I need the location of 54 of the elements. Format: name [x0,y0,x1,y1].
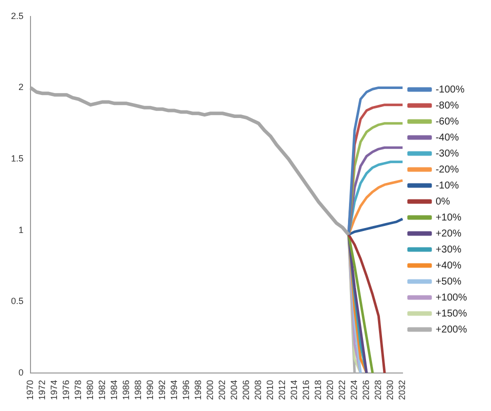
x-tick-label: 1982 [97,380,108,400]
x-tick-label: 2000 [205,380,216,400]
x-tick-label: 1978 [73,380,84,400]
legend-label: +40% [436,260,462,272]
y-tick-label: 0 [18,367,24,378]
x-tick-label: 1998 [193,380,204,400]
legend-label: -60% [436,116,460,128]
legend-label: +50% [436,276,462,288]
legend-label: +150% [436,308,468,320]
x-tick-label: 2012 [277,380,288,400]
legend-label: -10% [436,180,460,192]
x-tick-label: 2004 [229,380,240,400]
x-tick-label: 2026 [361,380,372,400]
legend-label: 0% [436,196,450,208]
x-tick-label: 1996 [181,380,192,400]
y-tick-label: 2.5 [10,10,24,21]
x-tick-label: 2028 [373,380,384,400]
y-tick-label: 1.5 [10,154,24,164]
x-tick-label: 2020 [325,380,336,400]
legend-label: -80% [436,100,460,112]
x-tick-label: 2006 [241,380,252,400]
x-tick-label: 2024 [349,380,360,400]
x-tick-label: 2014 [289,380,300,400]
x-tick-label: 1970 [24,380,35,400]
x-tick-label: 2022 [337,380,348,400]
x-tick-label: 1980 [85,380,96,400]
x-tick-label: 2030 [385,380,396,400]
x-tick-label: 1994 [169,380,180,400]
x-tick-label: 2032 [397,380,408,400]
legend-label: -40% [436,132,460,144]
y-tick-label: 2 [18,82,24,92]
x-tick-label: 1986 [121,380,132,400]
x-tick-label: 1992 [157,380,168,400]
x-tick-label: 1990 [145,380,156,400]
x-tick-label: 2018 [313,380,324,400]
x-tick-label: 1988 [133,380,144,400]
x-tick-label: 1976 [61,380,72,400]
x-tick-label: 2002 [217,380,228,400]
x-tick-label: 2010 [265,380,276,400]
y-tick-label: 0.5 [10,296,24,306]
legend-label: +30% [436,244,462,256]
y-tick-label: 1 [18,224,24,235]
legend-label: +100% [436,292,468,304]
x-tick-label: 1974 [49,380,59,400]
legend-label: -30% [436,148,460,160]
x-tick-label: 1972 [37,380,47,400]
x-tick-label: 2008 [253,380,264,400]
legend-label: +200% [436,324,468,336]
legend-label: +10% [436,212,462,224]
x-tick-label: 2016 [301,380,312,400]
legend-label: +20% [436,228,462,240]
x-tick-label: 1984 [109,380,120,400]
legend-label: -100% [436,84,465,96]
legend-label: -20% [436,164,460,176]
